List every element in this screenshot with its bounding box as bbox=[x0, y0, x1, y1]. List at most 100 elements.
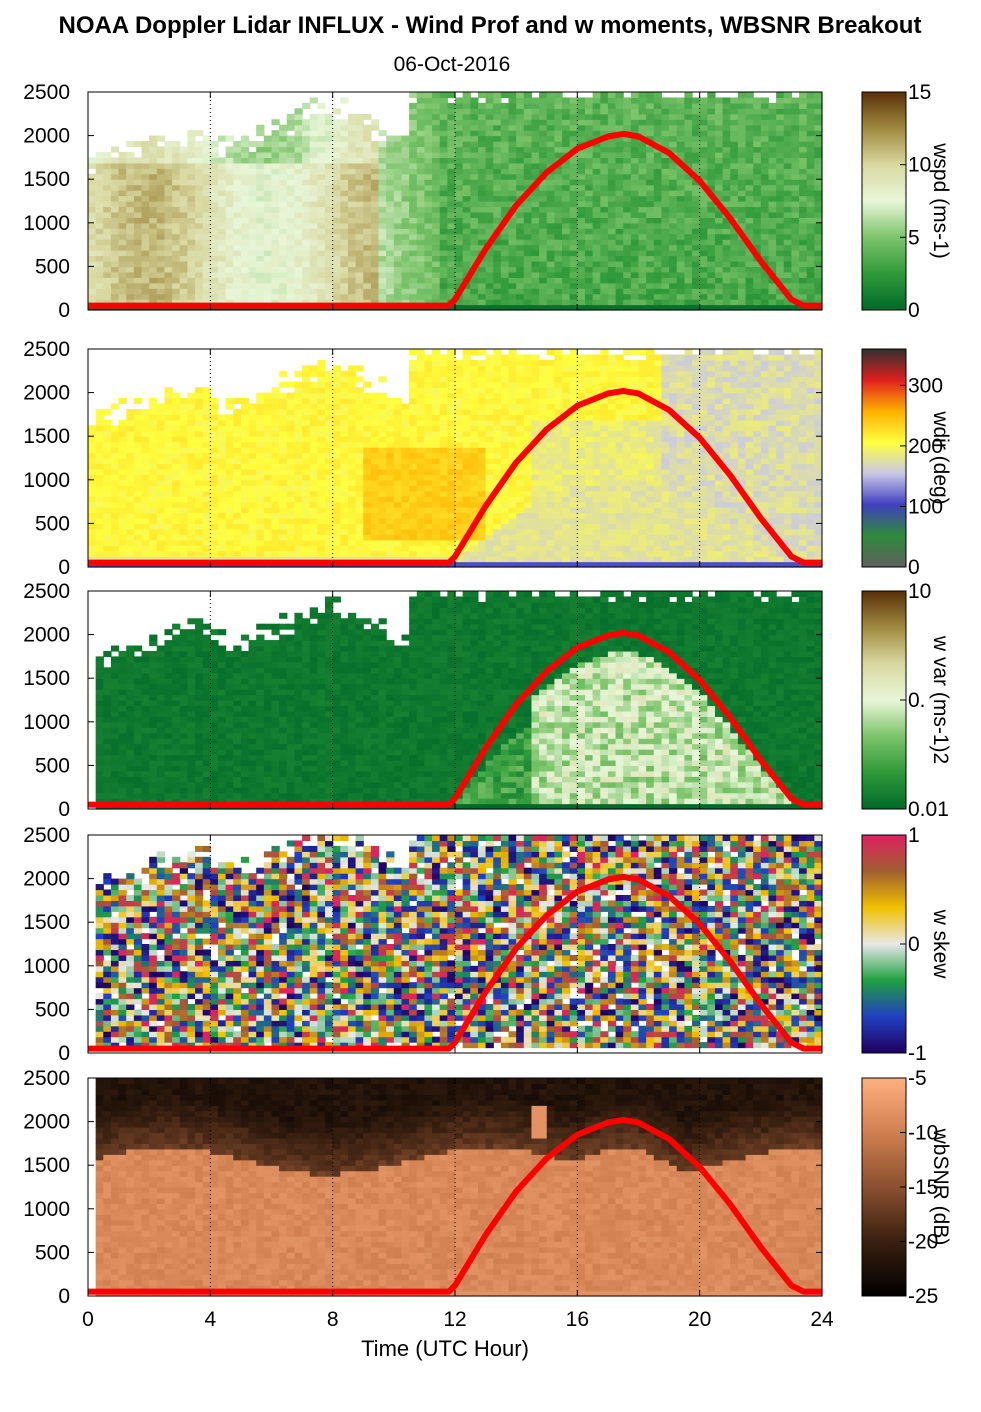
heatmap-cell bbox=[584, 119, 594, 126]
heatmap-cell bbox=[363, 430, 372, 437]
heatmap-cell bbox=[118, 282, 127, 289]
heatmap-cell bbox=[164, 157, 173, 164]
heatmap-cell bbox=[447, 255, 456, 262]
heatmap-cell bbox=[707, 282, 716, 289]
heatmap-cell bbox=[684, 282, 693, 289]
heatmap-cell bbox=[332, 157, 341, 164]
heatmap-cell bbox=[179, 419, 188, 426]
heatmap-cell bbox=[103, 430, 112, 437]
heatmap-cell bbox=[95, 184, 104, 191]
heatmap-cell bbox=[508, 282, 517, 289]
heatmap-cell bbox=[340, 387, 349, 394]
heatmap-cell bbox=[386, 534, 395, 541]
heatmap-cell bbox=[340, 512, 349, 519]
heatmap-cell bbox=[508, 141, 517, 148]
heatmap-cell bbox=[386, 217, 395, 224]
heatmap-cell bbox=[325, 441, 334, 448]
heatmap-cell bbox=[500, 250, 510, 257]
heatmap-cell bbox=[806, 102, 815, 109]
heatmap-cell bbox=[699, 228, 708, 235]
heatmap-cell bbox=[669, 217, 678, 224]
heatmap-cell bbox=[172, 239, 181, 246]
heatmap-cell bbox=[539, 102, 548, 109]
heatmap-cell bbox=[424, 452, 433, 459]
heatmap-cell bbox=[195, 534, 204, 541]
heatmap-cell bbox=[279, 370, 288, 377]
heatmap-cell bbox=[699, 250, 708, 257]
heatmap-cell bbox=[607, 124, 617, 131]
heatmap-cell bbox=[569, 162, 578, 169]
heatmap-cell bbox=[493, 282, 502, 289]
heatmap-cell bbox=[455, 266, 464, 273]
heatmap-cell bbox=[195, 293, 204, 300]
heatmap-cell bbox=[286, 293, 296, 300]
heatmap-cell bbox=[187, 430, 196, 437]
heatmap-cell bbox=[661, 201, 670, 208]
heatmap-cell bbox=[164, 403, 173, 410]
heatmap-cell bbox=[768, 195, 777, 202]
heatmap-cell bbox=[455, 250, 464, 257]
heatmap-cell bbox=[806, 168, 815, 175]
heatmap-cell bbox=[317, 179, 326, 186]
heatmap-cell bbox=[531, 113, 540, 120]
heatmap-cell bbox=[424, 222, 433, 229]
heatmap-cell bbox=[95, 211, 104, 218]
heatmap-cell bbox=[164, 479, 173, 486]
heatmap-cell bbox=[753, 211, 762, 218]
heatmap-cell bbox=[156, 403, 166, 410]
heatmap-cell bbox=[286, 119, 296, 126]
heatmap-cell bbox=[347, 195, 357, 202]
heatmap-cell bbox=[393, 458, 403, 465]
heatmap-cell bbox=[516, 260, 525, 267]
heatmap-cell bbox=[393, 195, 403, 202]
heatmap-cell bbox=[806, 108, 815, 115]
heatmap-cell bbox=[516, 217, 525, 224]
heatmap-cell bbox=[363, 173, 372, 180]
heatmap-cell bbox=[722, 195, 731, 202]
heatmap-cell bbox=[309, 517, 318, 524]
heatmap-cell bbox=[378, 425, 387, 432]
heatmap-cell bbox=[363, 539, 372, 546]
heatmap-cell bbox=[309, 365, 318, 372]
heatmap-cell bbox=[187, 299, 196, 306]
heatmap-cell bbox=[156, 507, 166, 514]
heatmap-cell bbox=[439, 151, 448, 158]
heatmap-cell bbox=[271, 130, 280, 137]
heatmap-cell bbox=[584, 233, 594, 240]
heatmap-cell bbox=[378, 496, 387, 503]
heatmap-cell bbox=[240, 485, 250, 492]
heatmap-cell bbox=[95, 545, 104, 552]
heatmap-cell bbox=[462, 206, 471, 213]
heatmap-cell bbox=[195, 447, 204, 454]
heatmap-cell bbox=[172, 288, 181, 295]
heatmap-cell bbox=[202, 266, 211, 273]
heatmap-cell bbox=[225, 179, 234, 186]
heatmap-cell bbox=[569, 206, 578, 213]
heatmap-cell bbox=[684, 151, 693, 158]
heatmap-cell bbox=[347, 288, 357, 295]
heatmap-cell bbox=[210, 441, 219, 448]
heatmap-cell bbox=[233, 414, 242, 421]
heatmap-cell bbox=[393, 507, 403, 514]
heatmap-cell bbox=[745, 141, 754, 148]
heatmap-cell bbox=[424, 102, 433, 109]
heatmap-cell bbox=[546, 299, 555, 306]
heatmap-cell bbox=[661, 97, 670, 104]
heatmap-cell bbox=[470, 282, 479, 289]
heatmap-cell bbox=[447, 108, 456, 115]
heatmap-cell bbox=[569, 184, 578, 191]
heatmap-cell bbox=[745, 92, 754, 99]
heatmap-cell bbox=[317, 545, 326, 552]
heatmap-cell bbox=[195, 517, 204, 524]
heatmap-cell bbox=[569, 141, 578, 148]
heatmap-cell bbox=[233, 288, 242, 295]
heatmap-cell bbox=[523, 135, 533, 142]
heatmap-cell bbox=[225, 534, 234, 541]
heatmap-cell bbox=[592, 299, 601, 306]
heatmap-cell bbox=[271, 271, 280, 278]
heatmap-cell bbox=[699, 135, 708, 142]
heatmap-cell bbox=[271, 387, 280, 394]
heatmap-cell bbox=[592, 146, 601, 153]
heatmap-cell bbox=[462, 293, 471, 300]
heatmap-cell bbox=[141, 299, 150, 306]
